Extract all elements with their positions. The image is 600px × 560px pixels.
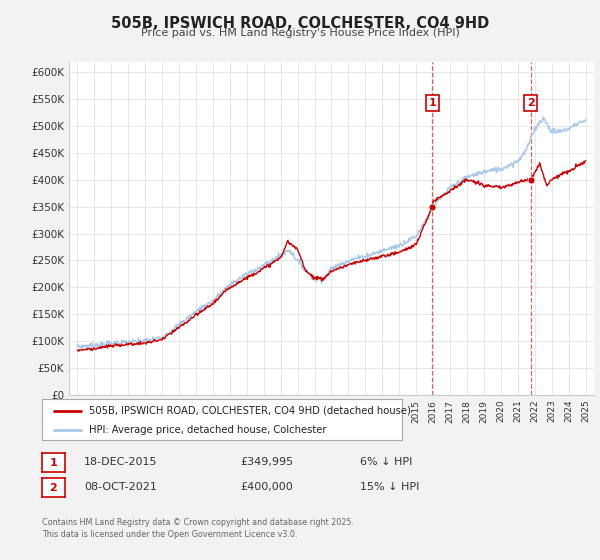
Text: £400,000: £400,000 — [240, 482, 293, 492]
Text: 08-OCT-2021: 08-OCT-2021 — [84, 482, 157, 492]
Text: Price paid vs. HM Land Registry's House Price Index (HPI): Price paid vs. HM Land Registry's House … — [140, 28, 460, 38]
Text: Contains HM Land Registry data © Crown copyright and database right 2025.
This d: Contains HM Land Registry data © Crown c… — [42, 518, 354, 539]
Text: £349,995: £349,995 — [240, 457, 293, 467]
Text: 18-DEC-2015: 18-DEC-2015 — [84, 457, 157, 467]
Text: 505B, IPSWICH ROAD, COLCHESTER, CO4 9HD: 505B, IPSWICH ROAD, COLCHESTER, CO4 9HD — [111, 16, 489, 31]
Text: 505B, IPSWICH ROAD, COLCHESTER, CO4 9HD (detached house): 505B, IPSWICH ROAD, COLCHESTER, CO4 9HD … — [89, 405, 410, 416]
Text: 15% ↓ HPI: 15% ↓ HPI — [360, 482, 419, 492]
Text: 6% ↓ HPI: 6% ↓ HPI — [360, 457, 412, 467]
Text: 1: 1 — [50, 458, 57, 468]
Text: HPI: Average price, detached house, Colchester: HPI: Average price, detached house, Colc… — [89, 424, 326, 435]
Text: 2: 2 — [527, 98, 535, 108]
Text: 2: 2 — [50, 483, 57, 493]
Text: 1: 1 — [428, 98, 436, 108]
